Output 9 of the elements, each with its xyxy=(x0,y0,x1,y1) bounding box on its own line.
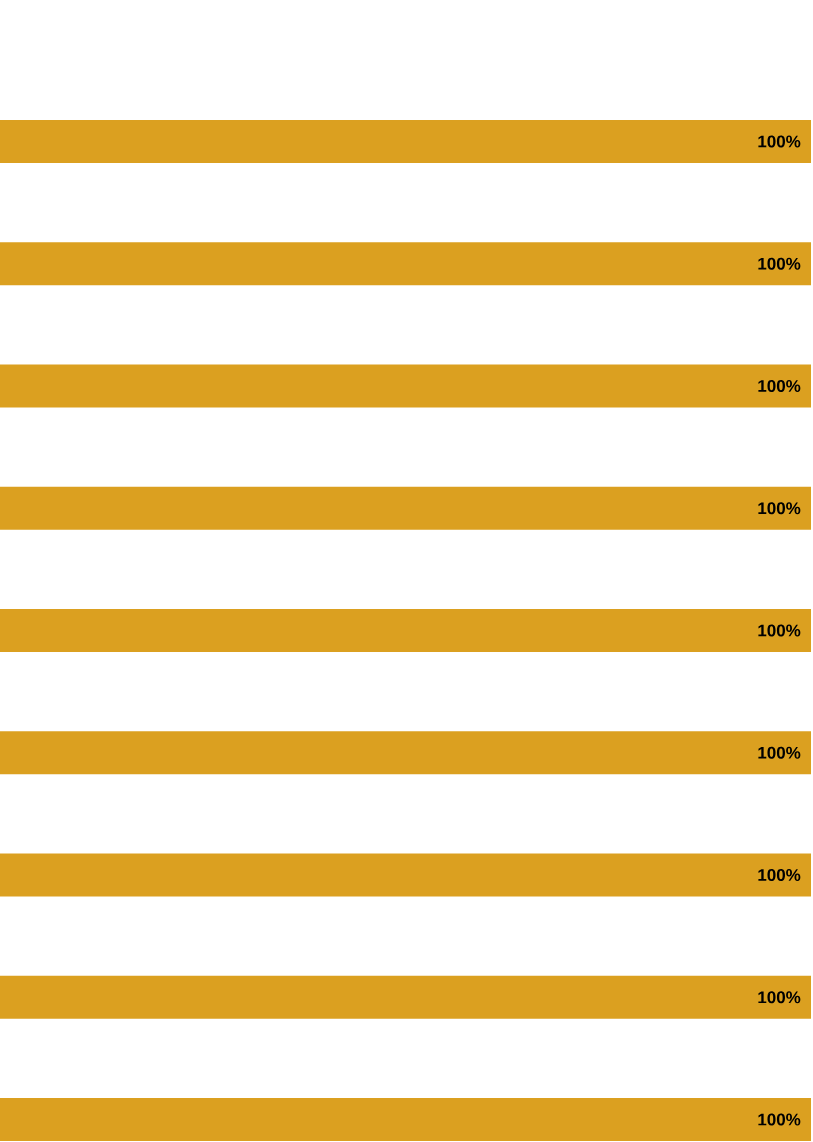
data-label: 100% xyxy=(758,868,801,882)
data-label: 100% xyxy=(758,257,801,270)
data-label: 100% xyxy=(758,991,801,1004)
data-label: 100% xyxy=(758,135,801,148)
data-label: 100% xyxy=(758,1113,801,1126)
data-label: 100% xyxy=(758,746,801,759)
data-label: 100% xyxy=(758,379,801,393)
data-label: 100% xyxy=(758,502,801,515)
data-label: 100% xyxy=(758,624,801,637)
